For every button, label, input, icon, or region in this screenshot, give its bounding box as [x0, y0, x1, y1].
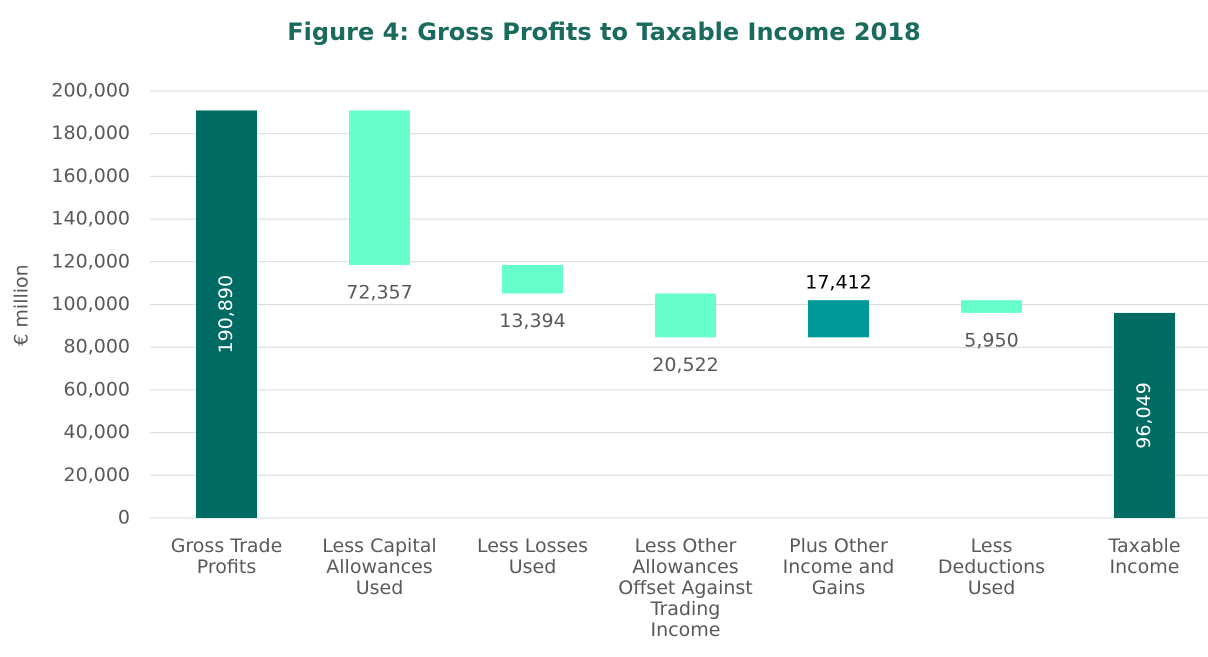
bar — [502, 264, 563, 294]
value-label: 5,950 — [964, 329, 1018, 351]
value-label: 17,412 — [805, 272, 871, 294]
y-tick-label: 200,000 — [51, 80, 130, 102]
value-label: 96,049 — [1133, 382, 1155, 448]
bar — [808, 300, 869, 338]
x-tick-label: Less Other Allowances Offset Against Tra… — [618, 535, 753, 641]
x-tick-label: Plus Other Income and Gains — [782, 535, 895, 599]
y-tick-label: 180,000 — [51, 122, 130, 144]
bar — [196, 110, 257, 518]
y-tick-label: 80,000 — [64, 336, 130, 358]
value-label: 72,357 — [346, 281, 412, 303]
y-tick-label: 160,000 — [51, 165, 130, 187]
bar — [655, 293, 716, 338]
y-tick-label: 40,000 — [64, 421, 130, 443]
chart-title: Figure 4: Gross Profits to Taxable Incom… — [287, 18, 920, 46]
value-label: 190,890 — [215, 275, 237, 354]
x-tick-label: Less Capital Allowances Used — [322, 535, 437, 599]
value-label: 20,522 — [652, 354, 718, 376]
x-tick-label: Gross Trade Profits — [170, 535, 283, 578]
bar — [1114, 312, 1175, 518]
x-tick-label: Less Deductions Used — [937, 535, 1046, 599]
y-tick-label: 140,000 — [51, 208, 130, 230]
x-tick-label: Less Losses Used — [476, 535, 589, 578]
y-tick-label: 60,000 — [64, 378, 130, 400]
value-label: 13,394 — [499, 310, 565, 332]
x-tick-label: Taxable Income — [1108, 535, 1181, 578]
y-tick-label: 20,000 — [64, 464, 130, 486]
y-tick-label: 120,000 — [51, 250, 130, 272]
y-tick-label: 100,000 — [51, 293, 130, 315]
y-tick-label: 0 — [118, 507, 130, 529]
bar — [349, 110, 410, 265]
y-axis-title: € million — [11, 264, 33, 345]
bar — [961, 300, 1022, 313]
